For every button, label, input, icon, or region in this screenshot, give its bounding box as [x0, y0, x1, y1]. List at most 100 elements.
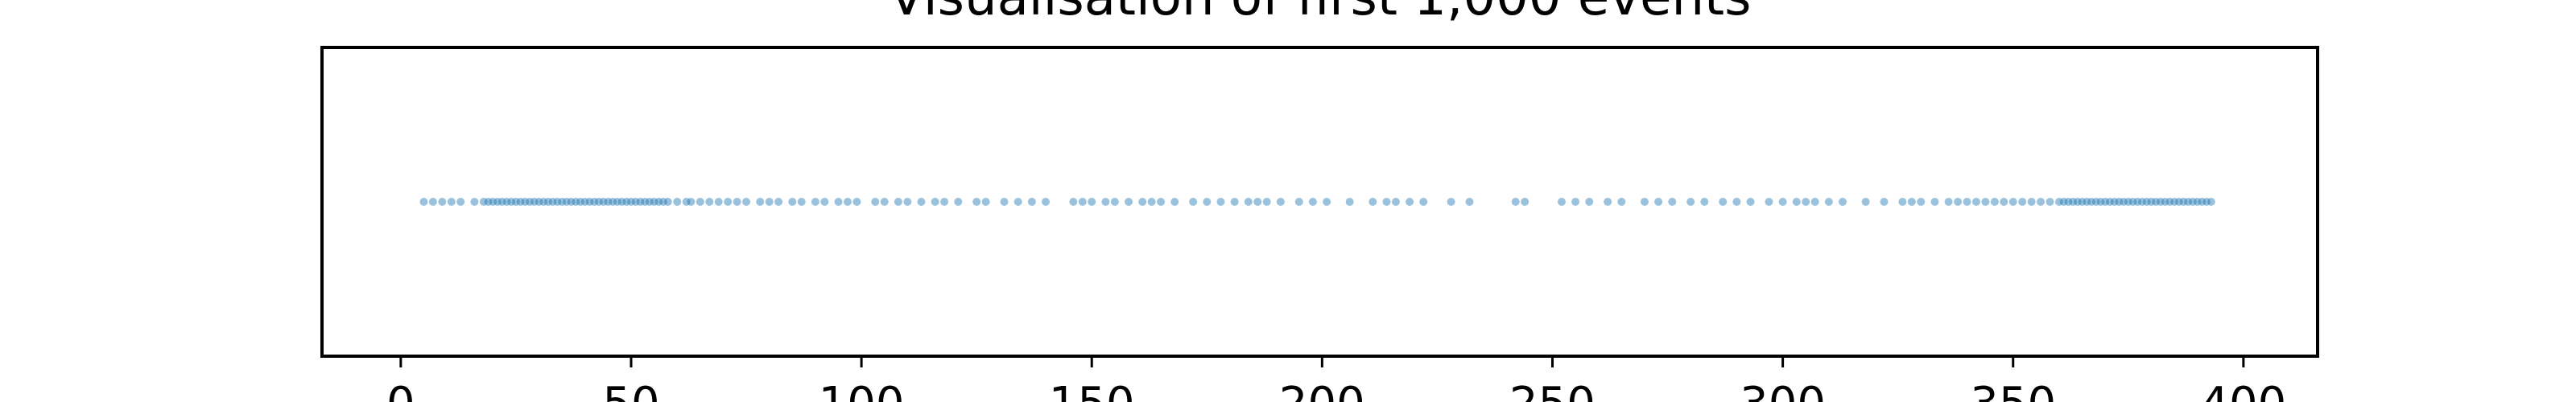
event-point [797, 198, 806, 206]
event-point [1617, 198, 1626, 206]
event-point [543, 198, 552, 206]
event-point [954, 198, 963, 206]
event-point [2152, 198, 2161, 206]
event-point [2184, 198, 2193, 206]
event-point [871, 198, 880, 206]
event-point [1654, 198, 1663, 206]
event-point [1511, 198, 1520, 206]
event-point [2069, 198, 2078, 206]
event-point [1765, 198, 1773, 206]
event-point [1157, 198, 1166, 206]
event-point [687, 198, 696, 206]
event-point [788, 198, 797, 206]
event-point [1345, 198, 1354, 206]
event-point [1880, 198, 1889, 206]
event-point [820, 198, 829, 206]
event-point [2083, 198, 2091, 206]
event-point [2207, 198, 2215, 206]
event-point [1203, 198, 1212, 206]
event-point [2128, 198, 2137, 206]
event-point [1042, 198, 1051, 206]
event-point [880, 198, 889, 206]
event-point [548, 198, 557, 206]
event-point [2142, 198, 2151, 206]
event-point [590, 198, 599, 206]
event-point [645, 198, 654, 206]
event-point [2059, 198, 2068, 206]
event-point [1686, 198, 1695, 206]
event-point [673, 198, 682, 206]
event-point [2037, 198, 2046, 206]
event-point [493, 198, 502, 206]
x-tick-label: 350 [1970, 378, 2056, 402]
event-point [2105, 198, 2114, 206]
event-point [641, 198, 650, 206]
event-point [1013, 198, 1022, 206]
event-point [1778, 198, 1787, 206]
event-point [1907, 198, 1916, 206]
event-point [567, 198, 576, 206]
event-point [972, 198, 981, 206]
event-point [756, 198, 765, 206]
event-point [2202, 198, 2211, 206]
event-point [663, 198, 672, 206]
event-point [1406, 198, 1414, 206]
event-point [1521, 198, 1530, 206]
event-point [1604, 198, 1612, 206]
event-point [1990, 198, 1999, 206]
event-point [1719, 198, 1728, 206]
event-point [428, 198, 437, 206]
event-point [1447, 198, 1455, 206]
event-point [576, 198, 585, 206]
event-point [2137, 198, 2146, 206]
event-point [2193, 198, 2202, 206]
event-point [917, 198, 926, 206]
event-point [1746, 198, 1755, 206]
event-point [811, 198, 819, 206]
event-point [1419, 198, 1428, 206]
event-point [1170, 198, 1179, 206]
event-point [2054, 198, 2063, 206]
event-point [1668, 198, 1677, 206]
event-point [2000, 198, 2008, 206]
event-point [940, 198, 949, 206]
x-tick-label: 0 [386, 378, 415, 402]
event-point [609, 198, 617, 206]
event-point [654, 198, 663, 206]
event-point [1323, 198, 1331, 206]
event-point [2078, 198, 2087, 206]
event-point [572, 198, 580, 206]
event-point [894, 198, 902, 206]
event-point [484, 198, 493, 206]
event-point [2091, 198, 2100, 206]
event-point [1189, 198, 1198, 206]
event-point [1216, 198, 1225, 206]
event-point [580, 198, 589, 206]
event-point [843, 198, 852, 206]
event-point [1792, 198, 1801, 206]
event-point [1898, 198, 1907, 206]
event-point [2096, 198, 2105, 206]
event-point [1138, 198, 1147, 206]
x-tick-label: 100 [819, 378, 905, 402]
event-point [526, 198, 535, 206]
event-point [1810, 198, 1819, 206]
event-point [1861, 198, 1870, 206]
event-point [1147, 198, 1156, 206]
event-point [539, 198, 548, 206]
x-tick-label: 300 [1740, 378, 1826, 402]
event-point [535, 198, 543, 206]
event-point [626, 198, 635, 206]
event-point [1802, 198, 1810, 206]
event-point [852, 198, 861, 206]
event-point [497, 198, 506, 206]
event-point [456, 198, 465, 206]
event-point [438, 198, 447, 206]
event-point [507, 198, 516, 206]
event-point [599, 198, 608, 206]
event-point [502, 198, 511, 206]
event-point [1101, 198, 1110, 206]
event-point [733, 198, 741, 206]
event-point [489, 198, 497, 206]
event-point [1557, 198, 1566, 206]
